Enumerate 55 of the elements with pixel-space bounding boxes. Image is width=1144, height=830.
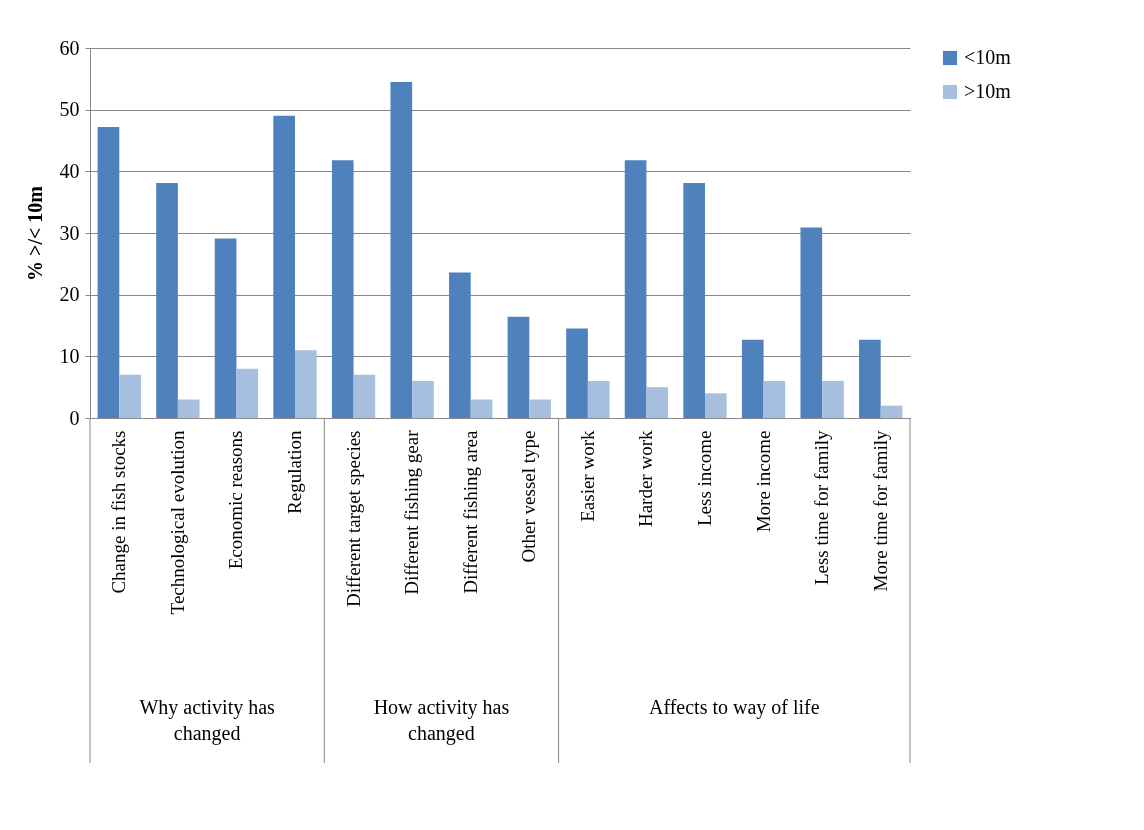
x-tick-label: Harder work xyxy=(635,430,657,528)
bar xyxy=(859,339,881,418)
text: Affects to way of life xyxy=(648,696,820,719)
x-tick-label: Different target species xyxy=(342,430,364,608)
bar xyxy=(236,368,259,418)
bar xyxy=(566,328,588,418)
bar xyxy=(683,183,705,418)
bar xyxy=(763,381,786,418)
y-tick-label: 60 xyxy=(59,36,80,59)
bar xyxy=(822,381,844,418)
x-tick-label: Easier work xyxy=(576,430,598,522)
bar xyxy=(800,227,823,418)
bar xyxy=(390,81,413,418)
legend-label: >10m xyxy=(964,80,1012,102)
bar xyxy=(880,405,903,418)
bar xyxy=(295,350,317,418)
x-tick-label: Technological evolution xyxy=(166,430,188,615)
bar xyxy=(177,399,200,418)
x-tick-label: Different fishing gear xyxy=(401,429,423,595)
y-tick-label: 10 xyxy=(59,344,80,367)
x-tick-label: More income xyxy=(752,430,774,533)
bar xyxy=(273,115,295,418)
y-tick-label: 0 xyxy=(69,406,80,429)
x-tick-label: Different fishing area xyxy=(459,429,481,594)
text: Why activity has changed xyxy=(139,696,276,745)
bar xyxy=(587,381,610,418)
y-tick-label: 50 xyxy=(59,98,80,121)
bar xyxy=(470,399,493,418)
bar xyxy=(741,339,764,418)
bar xyxy=(331,160,354,418)
legend-label: <10m xyxy=(964,46,1012,68)
x-tick-label: More time for family xyxy=(869,430,891,592)
bar xyxy=(214,238,237,418)
y-tick-label: 30 xyxy=(59,221,80,244)
bar xyxy=(624,160,647,418)
x-tick-label: Economic reasons xyxy=(225,430,247,570)
bar xyxy=(97,126,120,418)
bar xyxy=(705,393,727,418)
x-tick-label: Other vessel type xyxy=(518,430,540,563)
bar xyxy=(529,399,551,418)
bar xyxy=(353,374,376,418)
x-tick-label: Less time for family xyxy=(811,430,833,586)
x-tick-label: Less income xyxy=(694,430,715,527)
text: How activity has changed xyxy=(373,696,510,745)
y-axis-title: % >/< 10m xyxy=(23,185,46,282)
bar xyxy=(449,272,471,418)
x-tick-label: Regulation xyxy=(284,430,305,514)
bar xyxy=(119,374,141,418)
bar xyxy=(646,387,669,418)
bar xyxy=(156,183,178,418)
x-tick-label: Change in fish stocks xyxy=(108,430,130,594)
bar xyxy=(507,316,530,418)
y-tick-label: 20 xyxy=(59,283,80,306)
bar xyxy=(412,381,434,418)
y-tick-label: 40 xyxy=(59,159,80,182)
